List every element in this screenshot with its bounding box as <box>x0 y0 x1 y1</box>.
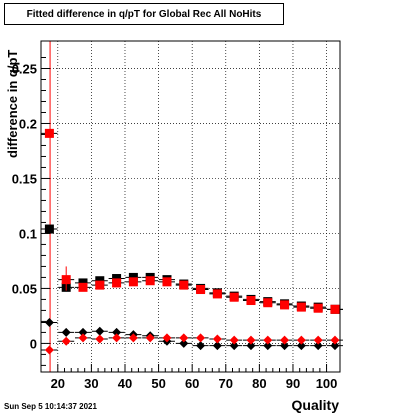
data-point-diamond-red <box>78 333 88 343</box>
y-tick-label: 0 <box>30 336 37 351</box>
data-point-square-red <box>44 128 54 138</box>
x-tick-label: 80 <box>252 376 266 391</box>
title-box: Fitted difference in q/pT for Global Rec… <box>4 3 284 25</box>
data-point-diamond-red <box>95 334 105 344</box>
data-point-square-red <box>229 292 239 302</box>
x-tick-label: 90 <box>286 376 300 391</box>
x-tick-label: 50 <box>151 376 165 391</box>
data-point-square-red <box>112 278 122 288</box>
data-point-diamond-black <box>112 327 122 337</box>
x-tick-label: 60 <box>185 376 199 391</box>
data-point-diamond-red <box>212 334 222 344</box>
x-tick-label: 20 <box>51 376 65 391</box>
x-axis-label: Quality <box>291 397 339 413</box>
data-point-diamond-red <box>280 335 290 345</box>
data-point-diamond-black <box>263 341 273 351</box>
y-tick-label: 0.2 <box>19 116 37 131</box>
data-point-diamond-red <box>330 335 340 345</box>
x-tick-label: 40 <box>118 376 132 391</box>
data-point-square-red <box>128 277 138 287</box>
data-point-diamond-red <box>179 333 189 343</box>
data-point-diamond-red <box>196 333 206 343</box>
data-point-diamond-black <box>44 318 54 328</box>
data-point-diamond-red <box>162 333 172 343</box>
data-point-square-red <box>179 280 189 290</box>
data-point-square-red <box>145 276 155 286</box>
data-point-square-red <box>246 296 256 306</box>
chart-title: Fitted difference in q/pT for Global Rec… <box>26 8 262 20</box>
data-point-diamond-red <box>112 333 122 343</box>
data-point-square-red <box>162 277 172 287</box>
data-point-square-red <box>296 302 306 312</box>
data-point-square-black <box>44 224 54 234</box>
data-point-diamond-black <box>61 327 71 337</box>
data-point-diamond-black <box>246 341 256 351</box>
data-point-diamond-red <box>296 335 306 345</box>
data-point-diamond-red <box>44 345 54 355</box>
timestamp: Sun Sep 5 10:14:37 2021 <box>4 402 97 411</box>
data-point-diamond-red <box>145 333 155 343</box>
plot-frame <box>40 40 341 373</box>
y-tick-label: 0.15 <box>12 171 37 186</box>
data-point-diamond-black <box>330 341 340 351</box>
data-point-square-red <box>212 289 222 299</box>
data-point-diamond-black <box>212 341 222 351</box>
data-point-square-red <box>95 280 105 290</box>
data-point-square-red <box>196 285 206 295</box>
x-tick-label: 100 <box>316 376 338 391</box>
data-point-diamond-black <box>229 341 239 351</box>
data-point-diamond-red <box>229 335 239 345</box>
data-point-square-red <box>280 300 290 310</box>
data-point-diamond-black <box>296 341 306 351</box>
data-point-diamond-red <box>263 335 273 345</box>
data-point-square-red <box>263 298 273 308</box>
y-tick-label: 0.1 <box>19 226 37 241</box>
y-tick-label: 0.05 <box>12 281 37 296</box>
x-tick-label: 30 <box>84 376 98 391</box>
data-point-diamond-black <box>78 327 88 337</box>
data-point-diamond-red <box>313 335 323 345</box>
data-point-diamond-black <box>95 326 105 336</box>
data-point-square-red <box>78 282 88 292</box>
y-tick-label: 0.25 <box>12 61 37 76</box>
data-point-diamond-red <box>246 335 256 345</box>
x-tick-label: 70 <box>219 376 233 391</box>
data-point-diamond-black <box>196 341 206 351</box>
data-point-diamond-black <box>313 341 323 351</box>
data-point-square-red <box>313 303 323 313</box>
y-axis-label-container: difference in q/pT <box>5 40 25 160</box>
data-point-square-red <box>330 304 340 314</box>
data-point-diamond-black <box>280 341 290 351</box>
y-axis-label: difference in q/pT <box>5 49 20 158</box>
data-point-diamond-red <box>61 336 71 346</box>
data-point-diamond-red <box>128 333 138 343</box>
data-point-diamond-black <box>179 338 189 348</box>
